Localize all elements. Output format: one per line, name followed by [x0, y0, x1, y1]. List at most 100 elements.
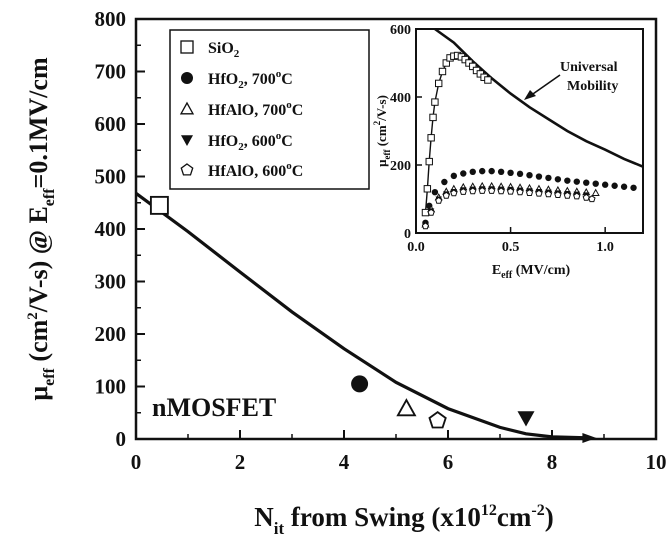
legend-marker: [181, 72, 193, 84]
inset-data-point: [630, 184, 637, 191]
inset-data-point: [427, 134, 435, 142]
legend-entry-sio2: SiO2: [208, 40, 240, 60]
inset-data-point: [442, 191, 450, 199]
inset-data-point: [526, 172, 533, 179]
inset-data-point: [591, 188, 600, 196]
inset-data-point: [438, 67, 447, 76]
main-annotation: nMOSFET: [152, 393, 276, 422]
main-x-ticks: 0 2 4 6 8 10: [131, 430, 667, 474]
inset-data-point: [450, 172, 458, 180]
inset-data-point: [435, 196, 443, 204]
inset-series: [421, 27, 644, 230]
inset-plot-frame: [415, 28, 644, 234]
main-y-tick-label: 800: [95, 7, 127, 31]
inset-data-point: [421, 222, 430, 230]
inset-data-point: [588, 195, 596, 203]
legend-marker: [180, 40, 194, 54]
inset-data-point: [469, 187, 477, 195]
inset-data-point: [459, 188, 467, 195]
inset-data-point: [435, 79, 443, 88]
inset-x-tick-label: 0.5: [502, 240, 520, 255]
inset-y-tick-label: 600: [390, 23, 411, 38]
legend-marker: [179, 101, 195, 115]
inset-y-tick-label: 0: [404, 227, 411, 242]
inset-data-point: [488, 186, 496, 194]
inset-data-point: [469, 168, 476, 175]
inset-x-tick-label: 1.0: [596, 240, 614, 255]
inset-data-point: [601, 181, 609, 188]
main-x-tick-label: 10: [646, 450, 667, 474]
inset-annotation-line1: Universal: [560, 60, 618, 75]
legend-box: [169, 29, 370, 190]
legend-marker: [181, 135, 193, 146]
main-y-tick-label: 700: [95, 60, 127, 84]
inset-data-point: [431, 189, 439, 196]
inset-data-point: [484, 76, 492, 84]
inset-annotation-line2: Mobility: [567, 79, 618, 94]
inset-data-point: [563, 191, 571, 199]
inset-data-point: [620, 183, 628, 190]
legend: SiO2 HfO2, 700oC HfAlO, 700oC HfO2, 600o…: [169, 29, 370, 190]
inset-data-point: [441, 178, 448, 186]
main-y-axis-label: μeff (cm2/V-s) @ Eeff=0.1MV/cm: [24, 57, 58, 401]
main-y-tick-label: 400: [95, 217, 127, 241]
inset-data-point: [497, 168, 505, 175]
inset-data-point: [516, 170, 524, 178]
data-point: [517, 411, 535, 427]
data-point: [149, 195, 169, 215]
main-x-tick-label: 0: [131, 450, 142, 474]
legend-entry-hfalo-600: HfAlO, 600oC: [208, 160, 303, 180]
inset-data-point: [554, 191, 562, 198]
inset-data-point: [564, 177, 571, 184]
inset-data-point: [442, 59, 450, 67]
inset-y-tick-label: 200: [390, 159, 411, 174]
inset-data-point: [507, 169, 514, 177]
main-y-tick-label: 0: [116, 427, 127, 451]
inset-data-point: [535, 189, 543, 197]
inset-data-point: [478, 186, 486, 194]
inset-data-point: [469, 62, 477, 71]
inset-data-point: [450, 189, 458, 197]
data-point: [396, 398, 417, 417]
legend-entry-hfo2-700: HfO2, 700oC: [208, 68, 293, 91]
legend-entry-hfo2-600: HfO2, 600oC: [208, 130, 293, 153]
inset-y-ticks: 0 200 400 600: [390, 23, 422, 242]
inset-annotation-arrow: [524, 74, 561, 100]
inset-data-point: [506, 187, 515, 195]
legend-entry-hfalo-700: HfAlO, 700oC: [208, 99, 303, 119]
inset-data-point: [497, 187, 505, 195]
inset-data-point: [460, 170, 467, 177]
inset-data-point: [423, 185, 432, 193]
main-y-tick-label: 100: [95, 375, 127, 399]
inset-data-point: [427, 208, 435, 216]
main-y-tick-label: 500: [95, 165, 127, 189]
legend-marker: [180, 163, 194, 176]
inset-data-point: [479, 167, 486, 175]
main-x-tick-label: 6: [443, 450, 454, 474]
inset-data-point: [421, 208, 430, 217]
universal-mobility-curve: [434, 27, 644, 168]
inset-data-point: [583, 179, 590, 186]
main-y-tick-label: 600: [95, 112, 127, 136]
inset-data-point: [544, 190, 553, 198]
inset-x-axis-label: Eeff (MV/cm): [492, 263, 571, 281]
data-point: [428, 410, 447, 429]
main-y-tick-label: 300: [95, 270, 127, 294]
main-x-tick-label: 2: [235, 450, 246, 474]
trend-curve: [135, 192, 589, 440]
main-y-ticks: 0 100 200 300 400 500 600 700 800: [95, 7, 145, 451]
inset-data-point: [431, 98, 439, 106]
inset-data-point: [535, 173, 543, 180]
inset-data-point: [488, 167, 495, 175]
main-x-tick-label: 4: [339, 450, 350, 474]
main-trend-line: [135, 192, 597, 443]
trend-arrowhead: [582, 432, 597, 443]
inset-y-axis-label: μeff (cm2/V-s): [372, 95, 392, 167]
inset-data-point: [545, 174, 552, 182]
inset-data-point: [516, 188, 524, 196]
inset-data-point: [525, 189, 534, 196]
inset-data-point: [582, 193, 590, 201]
main-x-axis-label: Nit from Swing (x1012cm-2): [254, 502, 553, 538]
